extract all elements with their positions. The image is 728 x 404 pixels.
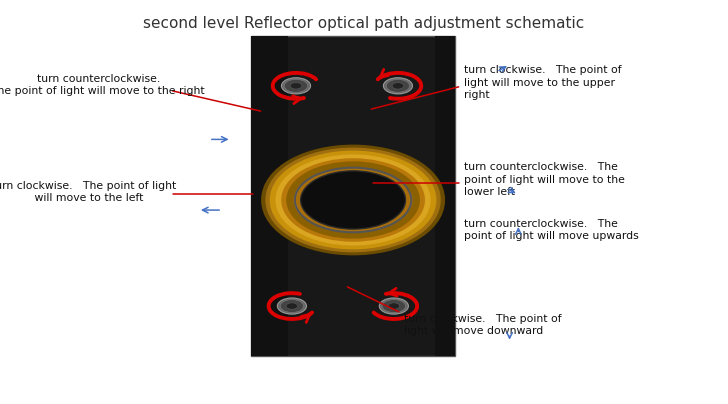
Circle shape — [388, 303, 400, 309]
Bar — [251, 36, 288, 356]
Circle shape — [392, 82, 404, 89]
Text: turn clockwise.   The point of
light will move downward: turn clockwise. The point of light will … — [404, 314, 562, 337]
Circle shape — [280, 300, 304, 313]
Bar — [251, 36, 455, 356]
Circle shape — [290, 82, 302, 89]
Bar — [435, 36, 455, 356]
Bar — [386, 303, 402, 309]
Circle shape — [384, 78, 413, 94]
Bar — [284, 303, 300, 309]
Circle shape — [379, 298, 408, 314]
Circle shape — [387, 79, 410, 92]
Circle shape — [382, 300, 405, 313]
Circle shape — [277, 298, 306, 314]
Text: turn clockwise.   The point of
light will move to the upper
right: turn clockwise. The point of light will … — [464, 65, 622, 100]
Text: turn clockwise.   The point of light
   will move to the left: turn clockwise. The point of light will … — [0, 181, 176, 203]
Text: turn counterclockwise.   The
point of light will move to the
lower left: turn counterclockwise. The point of ligh… — [464, 162, 625, 197]
Bar — [288, 82, 304, 89]
Text: turn counterclockwise.
The point of light will move to the right: turn counterclockwise. The point of ligh… — [0, 74, 205, 96]
Circle shape — [285, 79, 308, 92]
Text: turn counterclockwise.   The
point of light will move upwards: turn counterclockwise. The point of ligh… — [464, 219, 639, 242]
Circle shape — [286, 303, 298, 309]
Circle shape — [301, 171, 405, 229]
Bar — [390, 82, 406, 89]
Circle shape — [282, 78, 311, 94]
Circle shape — [277, 158, 430, 242]
Text: second level Reflector optical path adjustment schematic: second level Reflector optical path adju… — [143, 16, 585, 31]
